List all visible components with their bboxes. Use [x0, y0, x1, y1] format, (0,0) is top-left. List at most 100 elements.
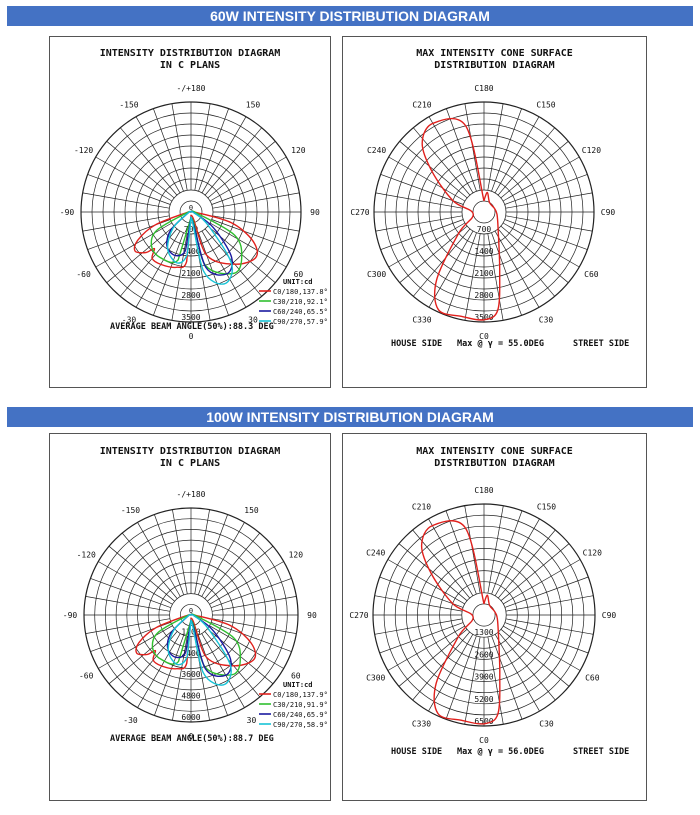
grid-spoke [211, 219, 295, 250]
legend-label: C60/240,65.9° [273, 711, 328, 719]
grid-spoke [379, 576, 464, 608]
grid-spoke [207, 141, 276, 199]
radial-value-label: 2100 [474, 269, 493, 278]
angle-label: 0 [189, 332, 194, 341]
angle-label: C30 [539, 315, 554, 324]
grid-spoke [487, 103, 504, 191]
grid-spoke [204, 127, 262, 196]
beam-angle-text: AVERAGE BEAM ANGLE(50%):88.7 DEG [110, 734, 274, 744]
panel-title-line1: INTENSITY DISTRIBUTION DIAGRAM [99, 446, 281, 457]
angle-label: -60 [76, 270, 91, 279]
grid-spoke [106, 225, 175, 283]
grid-spoke [207, 545, 274, 602]
angle-label: C150 [537, 503, 556, 512]
radial-value-label: 5200 [474, 695, 493, 704]
curve-c0 [135, 613, 257, 670]
radial-value-label: 3500 [474, 313, 493, 322]
curve-max-intensity [421, 117, 501, 321]
angle-label: -150 [121, 506, 140, 515]
grid-spoke [505, 215, 593, 232]
angle-label: -90 [63, 611, 78, 620]
grid-spoke [154, 634, 185, 716]
panel-100w-cone: MAX INTENSITY CONE SURFACE DISTRIBUTION … [342, 433, 647, 801]
grid-spoke [446, 108, 477, 192]
grid-spoke [135, 116, 181, 194]
legend-label: C0/180,137.9° [273, 691, 328, 699]
grid-spoke [487, 505, 504, 594]
angle-label: -30 [123, 716, 138, 725]
grid-spoke [82, 192, 170, 209]
legend-label: C0/180,137.8° [273, 288, 328, 296]
grid-spoke [428, 116, 474, 194]
grid-spoke [487, 233, 504, 321]
grid-spoke [491, 510, 523, 595]
grid-spoke [374, 618, 463, 635]
unit-label: UNIT:cd [283, 278, 313, 286]
panel-title-line2: DISTRIBUTION DIAGRAM [434, 458, 555, 469]
panel-title-line2: IN C PLANS [159, 60, 221, 71]
panel-title-line2: DISTRIBUTION DIAGRAM [434, 60, 555, 71]
polar-diagram-100w-cone: C180 C150 C120 C90 C60 C30 C0 C330 C300 C270 C240 C… [349, 486, 616, 745]
grid-spoke [464, 636, 481, 725]
grid-spoke [428, 230, 474, 308]
grid-spoke [503, 559, 581, 605]
radial-value-label: 2800 [181, 291, 200, 300]
house-side-label: HOUSE SIDE [391, 747, 443, 757]
radial-value-label: 2800 [474, 291, 493, 300]
banner-100w: 100W INTENSITY DISTRIBUTION DIAGRAM [7, 407, 693, 427]
polar-diagram-60w-c-plans: -/+180 150 120 90 60 30 0 -30 -60 -90 -120 -150 700 1… [60, 84, 328, 341]
panel-title-line2: IN C PLANS [159, 458, 221, 469]
center-zero-label: 0 [189, 204, 193, 212]
grid-spoke [120, 127, 178, 196]
grid-spoke [494, 634, 540, 712]
panel-title-line1: MAX INTENSITY CONE SURFACE [416, 48, 573, 59]
radial-value-label: 2400 [181, 649, 200, 658]
grid-spoke [209, 156, 287, 202]
grid-spoke [98, 625, 173, 669]
grid-spoke [137, 522, 181, 597]
angle-label: C240 [366, 549, 385, 558]
angle-label: C0 [479, 736, 489, 745]
grid-spoke [464, 233, 481, 321]
grid-spoke [135, 230, 181, 308]
angle-label: 120 [291, 146, 306, 155]
grid-spoke [204, 532, 261, 599]
grid-spoke [500, 141, 569, 199]
grid-spoke [494, 230, 540, 308]
grid-spoke [445, 510, 477, 595]
angle-label: 30 [248, 315, 258, 324]
grid-spoke [198, 108, 229, 192]
grid-spoke [172, 509, 188, 594]
grid-spoke [502, 156, 580, 202]
angle-label: C270 [350, 208, 369, 217]
angle-label: C150 [536, 101, 555, 110]
grid-spoke [504, 622, 589, 654]
street-side-label: STREET SIDE [573, 339, 630, 349]
radial-value-label: 2100 [181, 269, 200, 278]
grid-spoke [503, 625, 581, 671]
angle-label: -/+180 [177, 84, 206, 93]
angle-label: 150 [246, 101, 261, 110]
grid-spoke [388, 156, 466, 202]
grid-spoke [212, 215, 300, 232]
angle-label: C180 [474, 84, 493, 93]
radial-value-label: 3600 [181, 670, 200, 679]
angle-label: C30 [539, 719, 554, 728]
angle-label: 150 [244, 506, 259, 515]
angle-label: 90 [307, 611, 317, 620]
angle-label: C270 [349, 611, 368, 620]
angle-label: C60 [584, 270, 599, 279]
grid-spoke [171, 233, 188, 321]
polar-diagram-60w-cone: C180 C150 C120 C90 C60 C30 C0 C330 C300 C270 C240 C… [350, 84, 615, 341]
grid-spoke [172, 636, 188, 721]
grid-spoke [82, 215, 170, 232]
grid-spoke [108, 628, 175, 685]
angle-label: -60 [79, 672, 94, 681]
grid-spoke [446, 232, 477, 316]
grid-spoke [201, 230, 247, 308]
grid-spoke [487, 636, 504, 725]
radial-value-label: 1300 [474, 628, 493, 637]
angle-label: C210 [412, 503, 431, 512]
grid-spoke [399, 141, 468, 199]
angle-label: 60 [291, 672, 301, 681]
